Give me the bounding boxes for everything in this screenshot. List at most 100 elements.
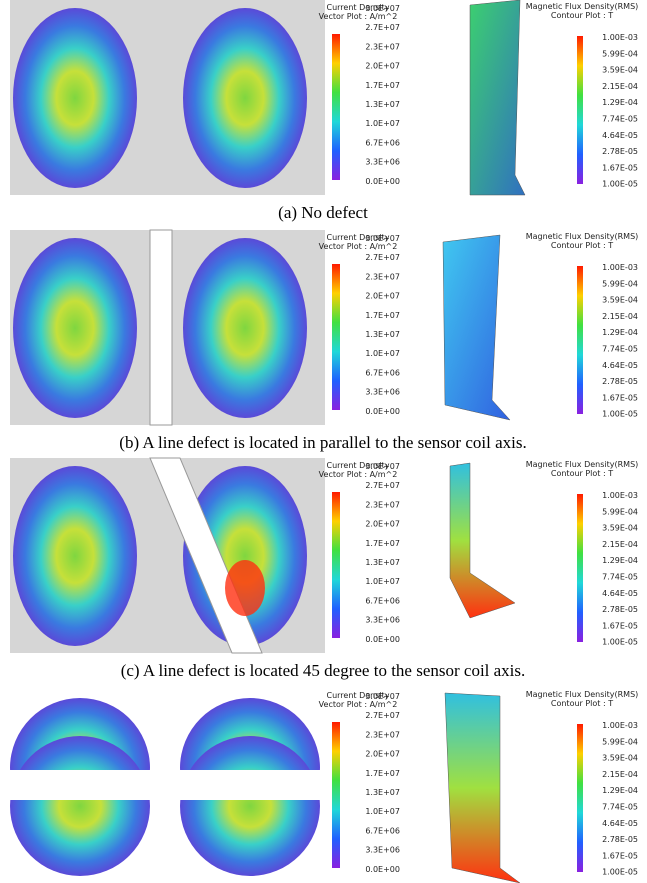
legend-title: Current Density — [326, 461, 389, 470]
legend-tick: 1.3E+07 — [365, 330, 400, 339]
legend-title: Magnetic Flux Density(RMS) — [526, 460, 639, 469]
legend-subtitle: Vector Plot : A/m^2 — [319, 470, 398, 479]
legend-title: Magnetic Flux Density(RMS) — [526, 2, 639, 11]
legend-tick: 1.00E-05 — [602, 180, 638, 189]
legend-tick: 1.00E-05 — [602, 638, 638, 647]
legend-tick: 1.29E-04 — [602, 556, 638, 565]
color-bar — [332, 264, 340, 410]
legend-title: Magnetic Flux Density(RMS) — [526, 232, 639, 241]
flux-plot — [469, 0, 526, 196]
legend-subtitle: Vector Plot : A/m^2 — [319, 242, 398, 251]
legend-tick: 3.0E+07 — [365, 462, 400, 471]
legend-tick: 1.3E+07 — [365, 788, 400, 797]
legend-tick: 1.00E-05 — [602, 410, 638, 419]
legend-tick: 1.00E-03 — [602, 33, 638, 42]
legend-tick: 1.67E-05 — [602, 851, 638, 860]
legend-subtitle: Contour Plot : T — [551, 11, 613, 20]
legend-tick: 2.7E+07 — [365, 23, 400, 32]
coil-field — [13, 238, 137, 418]
legend-title: Current Density — [326, 3, 389, 12]
legend-tick: 2.78E-05 — [602, 605, 638, 614]
legend-tick: 4.64E-05 — [602, 589, 638, 598]
color-bar — [577, 266, 583, 414]
defect — [10, 770, 325, 800]
color-bar — [332, 492, 340, 638]
legend-tick: 7.74E-05 — [602, 573, 638, 582]
legend-tick: 2.78E-05 — [602, 147, 638, 156]
legend-tick: 5.99E-04 — [602, 279, 638, 288]
legend-tick: 6.7E+06 — [365, 368, 400, 377]
legend-tick: 1.29E-04 — [602, 786, 638, 795]
color-bar — [332, 34, 340, 180]
legend-tick: 4.64E-05 — [602, 131, 638, 140]
legend-tick: 1.0E+07 — [365, 807, 400, 816]
legend-title: Current Density — [326, 691, 389, 700]
legend-tick: 3.3E+06 — [365, 616, 400, 625]
legend-tick: 1.0E+07 — [365, 577, 400, 586]
coil-field — [180, 736, 320, 876]
legend-tick: 2.7E+07 — [365, 253, 400, 262]
legend-tick: 2.78E-05 — [602, 835, 638, 844]
legend-title: Current Density — [326, 233, 389, 242]
legend-tick: 2.78E-05 — [602, 377, 638, 386]
legend-tick: 1.00E-03 — [602, 721, 638, 730]
legend-tick: 1.29E-04 — [602, 328, 638, 337]
color-bar — [577, 724, 583, 872]
legend-tick: 2.15E-04 — [602, 770, 638, 779]
legend-tick: 1.00E-05 — [602, 868, 638, 877]
legend-tick: 7.74E-05 — [602, 803, 638, 812]
legend-tick: 2.3E+07 — [365, 500, 400, 509]
flux-plot — [442, 234, 511, 421]
legend-tick: 1.67E-05 — [602, 621, 638, 630]
legend-tick: 1.67E-05 — [602, 163, 638, 172]
legend-subtitle: Contour Plot : T — [551, 469, 613, 478]
legend-tick: 2.3E+07 — [365, 272, 400, 281]
legend-tick: 2.15E-04 — [602, 82, 638, 91]
legend-tick: 6.7E+06 — [365, 826, 400, 835]
legend-tick: 3.0E+07 — [365, 4, 400, 13]
legend-tick: 3.0E+07 — [365, 234, 400, 243]
legend-tick: 7.74E-05 — [602, 345, 638, 354]
legend-tick: 1.7E+07 — [365, 539, 400, 548]
legend-tick: 5.99E-04 — [602, 737, 638, 746]
color-bar — [577, 494, 583, 642]
coil-field — [13, 8, 137, 188]
legend-title: Magnetic Flux Density(RMS) — [526, 690, 639, 699]
legend-tick: 2.0E+07 — [365, 520, 400, 529]
legend-tick: 3.3E+06 — [365, 158, 400, 167]
coil-field — [183, 8, 307, 188]
flux-plot — [449, 462, 516, 619]
legend-tick: 3.59E-04 — [602, 296, 638, 305]
color-bar — [577, 36, 583, 184]
legend-tick: 2.0E+07 — [365, 62, 400, 71]
legend-subtitle: Vector Plot : A/m^2 — [319, 12, 398, 21]
caption: (b) A line defect is located in parallel… — [119, 433, 526, 452]
legend-tick: 1.0E+07 — [365, 349, 400, 358]
legend-tick: 0.0E+00 — [365, 407, 400, 416]
legend-tick: 1.67E-05 — [602, 393, 638, 402]
legend-tick: 1.3E+07 — [365, 558, 400, 567]
legend-tick: 3.59E-04 — [602, 754, 638, 763]
coil-field — [13, 466, 137, 646]
legend-tick: 0.0E+00 — [365, 177, 400, 186]
legend-tick: 1.3E+07 — [365, 100, 400, 109]
legend-tick: 1.00E-03 — [602, 491, 638, 500]
defect — [149, 229, 173, 426]
hot-spot — [225, 560, 265, 616]
legend-tick: 4.64E-05 — [602, 361, 638, 370]
legend-tick: 2.3E+07 — [365, 42, 400, 51]
caption: (c) A line defect is located 45 degree t… — [121, 661, 526, 680]
legend-tick: 1.0E+07 — [365, 119, 400, 128]
legend-tick: 1.7E+07 — [365, 81, 400, 90]
legend-tick: 2.3E+07 — [365, 730, 400, 739]
caption: (a) No defect — [278, 203, 368, 222]
legend-tick: 2.0E+07 — [365, 292, 400, 301]
legend-tick: 3.3E+06 — [365, 846, 400, 855]
color-bar — [332, 722, 340, 868]
legend-tick: 1.7E+07 — [365, 769, 400, 778]
legend-subtitle: Vector Plot : A/m^2 — [319, 700, 398, 709]
